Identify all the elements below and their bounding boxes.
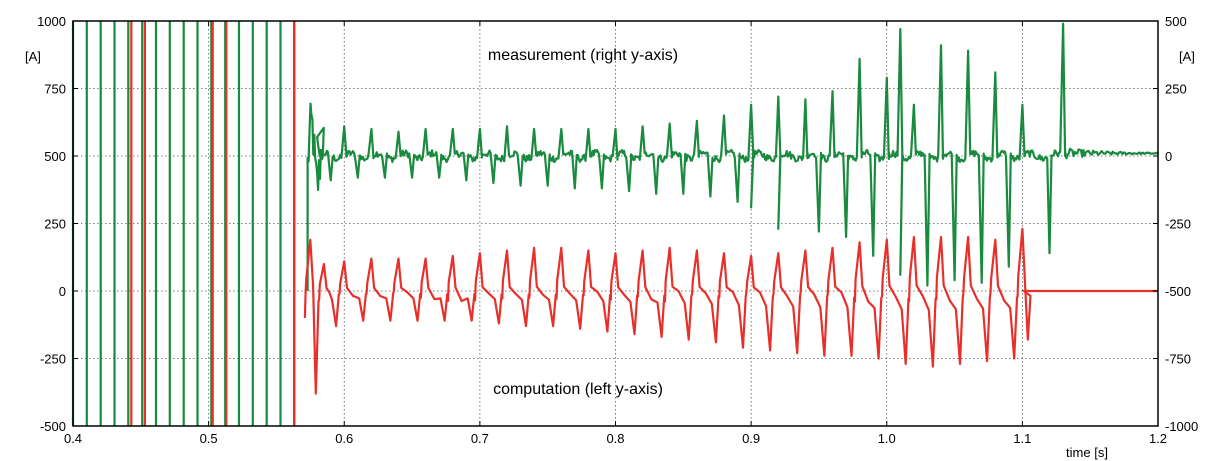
x-tick-label: 1.2	[1149, 431, 1167, 446]
y-right-tick-label: -1000	[1165, 419, 1198, 434]
tick-labels: 0.4 0.5 0.6 0.7 0.8 0.9 1.0 1.1 1.2 1000 750 500 250…	[37, 14, 1198, 446]
y-left-tick-label: 0	[59, 284, 66, 299]
y-left-tick-label: 1000	[37, 14, 66, 29]
x-tick-label: 1.1	[1013, 431, 1031, 446]
x-axis-label: time [s]	[1066, 445, 1108, 460]
y-axis-right-unit: [A]	[1179, 49, 1195, 64]
y-left-tick-label: 250	[44, 217, 66, 232]
y-left-tick-label: -500	[40, 419, 66, 434]
y-right-tick-label: 500	[1165, 14, 1187, 29]
x-tick-label: 0.4	[64, 431, 82, 446]
annotation-computation: computation (left y-axis)	[493, 381, 663, 398]
y-right-tick-label: -750	[1165, 352, 1191, 367]
y-right-tick-label: 0	[1165, 149, 1172, 164]
series-computation-line	[130, 21, 1158, 426]
y-left-tick-label: 750	[44, 82, 66, 97]
y-right-tick-label: -250	[1165, 217, 1191, 232]
y-left-tick-label: -250	[40, 352, 66, 367]
y-right-tick-label: 250	[1165, 82, 1187, 97]
x-tick-label: 0.5	[200, 431, 218, 446]
y-right-tick-label: -500	[1165, 284, 1191, 299]
y-axis-left-unit: [A]	[25, 49, 41, 64]
x-tick-label: 0.7	[471, 431, 489, 446]
annotation-measurement: measurement (right y-axis)	[488, 47, 678, 64]
x-tick-label: 1.0	[878, 431, 896, 446]
x-tick-label: 0.6	[335, 431, 353, 446]
y-left-tick-label: 500	[44, 149, 66, 164]
x-tick-label: 0.9	[742, 431, 760, 446]
x-tick-label: 0.8	[606, 431, 624, 446]
